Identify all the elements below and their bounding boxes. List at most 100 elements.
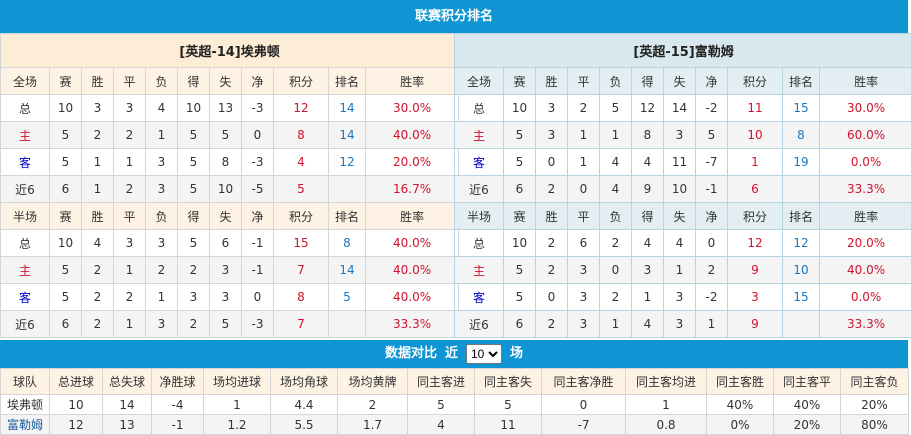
cell: 3 bbox=[664, 284, 696, 311]
column-header: 平 bbox=[114, 203, 146, 230]
cell: 5 bbox=[504, 284, 536, 311]
cell: 4.4 bbox=[271, 395, 338, 415]
cell: 1 bbox=[568, 149, 600, 176]
column-header: 净 bbox=[242, 203, 274, 230]
cell: 20% bbox=[841, 395, 909, 415]
cell: 1 bbox=[600, 311, 632, 338]
column-header: 失 bbox=[664, 203, 696, 230]
cell: 3 bbox=[632, 257, 664, 284]
cell: 10 bbox=[504, 230, 536, 257]
compare-header: 净胜球 bbox=[152, 369, 204, 395]
cell: 3 bbox=[82, 95, 114, 122]
cell: 8 bbox=[329, 230, 366, 257]
column-header: 积分 bbox=[728, 68, 783, 95]
cell: -1 bbox=[242, 230, 274, 257]
cell: 2 bbox=[146, 257, 178, 284]
cell: 1 bbox=[632, 284, 664, 311]
column-header: 得 bbox=[178, 203, 210, 230]
cell: 10 bbox=[783, 257, 820, 284]
cell: 15 bbox=[783, 284, 820, 311]
cell: 11 bbox=[664, 149, 696, 176]
cell: 3 bbox=[146, 176, 178, 203]
cell: 5 bbox=[178, 176, 210, 203]
cell: 10 bbox=[728, 122, 783, 149]
near-label: 近 bbox=[445, 340, 458, 368]
section-label: 全场 bbox=[455, 68, 504, 95]
cell: 20% bbox=[774, 415, 841, 435]
cell: 总 bbox=[1, 230, 50, 257]
compare-header: 同主客胜 bbox=[707, 369, 774, 395]
team-link[interactable]: 埃弗顿 bbox=[1, 395, 50, 415]
cell: 0 bbox=[542, 395, 626, 415]
cell: 15 bbox=[274, 230, 329, 257]
cell: 1 bbox=[204, 395, 271, 415]
cell: 5 bbox=[696, 122, 728, 149]
cell: 3 bbox=[536, 95, 568, 122]
cell: 12 bbox=[274, 95, 329, 122]
cell: 6 bbox=[568, 230, 600, 257]
cell: 5 bbox=[274, 176, 329, 203]
cell: 40% bbox=[774, 395, 841, 415]
column-header: 积分 bbox=[274, 203, 329, 230]
cell: -4 bbox=[152, 395, 204, 415]
cell: 4 bbox=[274, 149, 329, 176]
cell: 4 bbox=[146, 95, 178, 122]
cell: 3 bbox=[178, 284, 210, 311]
column-header: 净 bbox=[696, 68, 728, 95]
cell: 5 bbox=[178, 230, 210, 257]
cell: 5 bbox=[408, 395, 475, 415]
cell: 0.0% bbox=[820, 284, 911, 311]
cell: 10 bbox=[50, 395, 103, 415]
cell: 14 bbox=[329, 122, 366, 149]
column-header: 负 bbox=[146, 203, 178, 230]
team-link[interactable]: 富勒姆 bbox=[1, 415, 50, 435]
column-header: 失 bbox=[210, 203, 242, 230]
cell: 12 bbox=[783, 230, 820, 257]
team-name: [英超-15]富勒姆 bbox=[455, 34, 911, 68]
cell: 5 bbox=[210, 122, 242, 149]
cell: 0 bbox=[536, 284, 568, 311]
cell: 40.0% bbox=[366, 284, 459, 311]
column-header: 排名 bbox=[783, 203, 820, 230]
cell: 1 bbox=[114, 149, 146, 176]
match-count-select[interactable]: 10 bbox=[466, 344, 502, 364]
cell: 33.3% bbox=[366, 311, 459, 338]
cell: 9 bbox=[632, 176, 664, 203]
cell: 客 bbox=[1, 284, 50, 311]
column-header: 胜率 bbox=[366, 203, 459, 230]
cell: 10 bbox=[178, 95, 210, 122]
column-header: 得 bbox=[178, 68, 210, 95]
cell: 6 bbox=[210, 230, 242, 257]
cell: 2 bbox=[568, 95, 600, 122]
cell: 3 bbox=[114, 230, 146, 257]
cell: -1 bbox=[152, 415, 204, 435]
cell: 12 bbox=[50, 415, 103, 435]
column-header: 胜 bbox=[536, 203, 568, 230]
cell: -1 bbox=[696, 176, 728, 203]
cell: 近6 bbox=[1, 311, 50, 338]
cell: 3 bbox=[664, 311, 696, 338]
compare-header: 总进球 bbox=[50, 369, 103, 395]
cell: 40.0% bbox=[366, 230, 459, 257]
column-header: 失 bbox=[664, 68, 696, 95]
cell: -7 bbox=[542, 415, 626, 435]
cell: 40.0% bbox=[820, 257, 911, 284]
cell: 3 bbox=[114, 95, 146, 122]
cell: -1 bbox=[242, 257, 274, 284]
cell: 1 bbox=[664, 257, 696, 284]
cell: 3 bbox=[146, 149, 178, 176]
cell: 1 bbox=[82, 176, 114, 203]
cell: 2 bbox=[82, 257, 114, 284]
column-header: 赛 bbox=[504, 203, 536, 230]
cell: 6 bbox=[504, 176, 536, 203]
column-header: 赛 bbox=[50, 203, 82, 230]
cell: 8 bbox=[783, 122, 820, 149]
cell: -3 bbox=[242, 95, 274, 122]
compare-header: 同主客平 bbox=[774, 369, 841, 395]
cell: 1 bbox=[696, 311, 728, 338]
